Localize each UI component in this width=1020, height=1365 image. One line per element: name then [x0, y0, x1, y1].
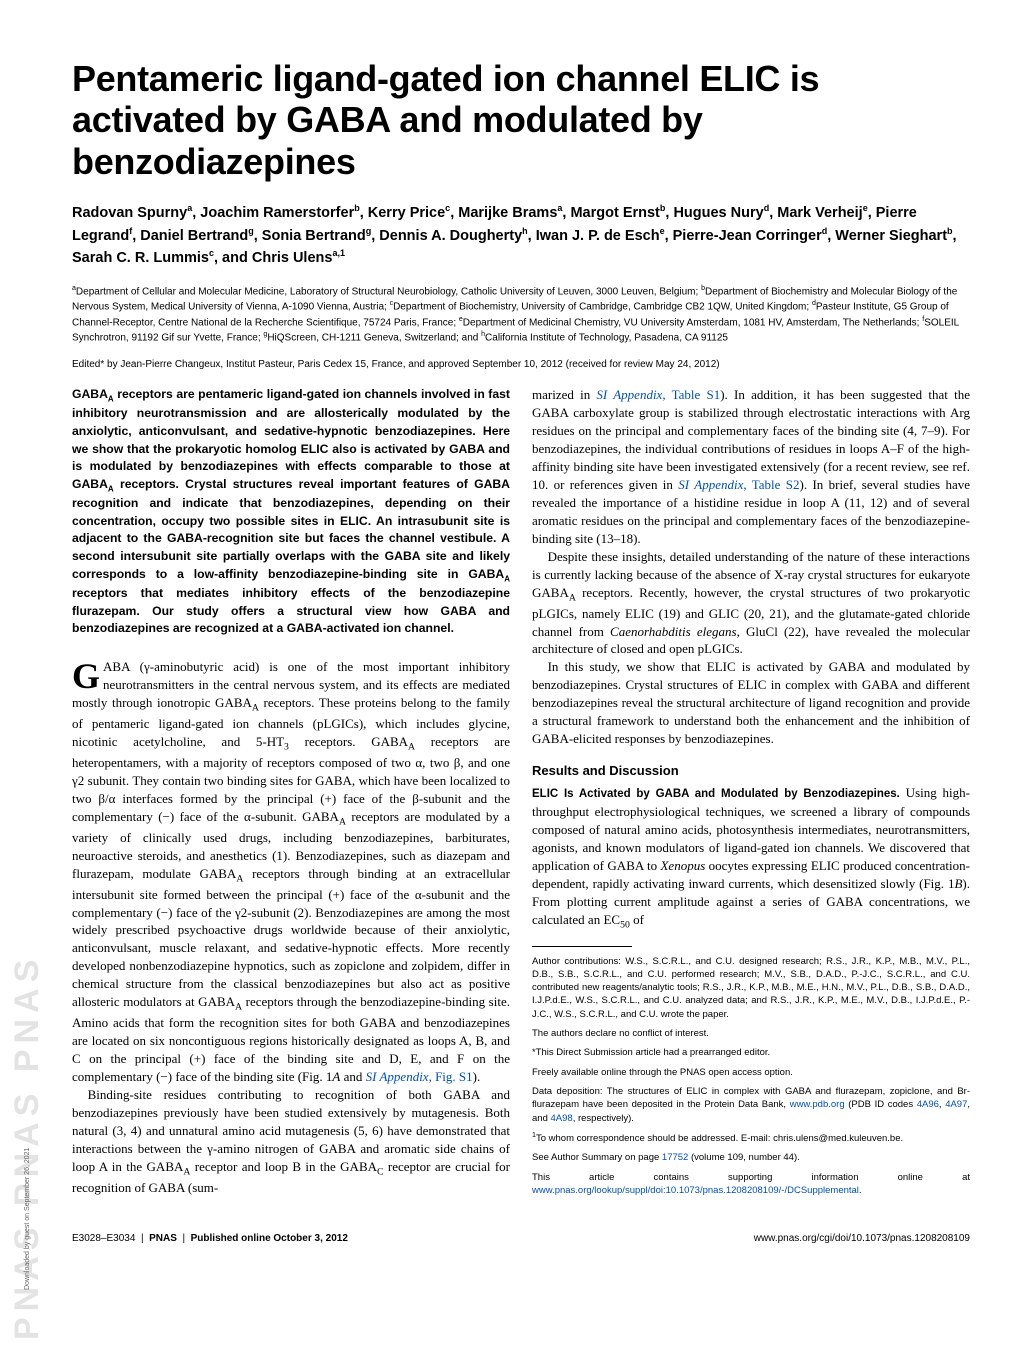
footnote-si: This article contains supporting informa…: [532, 1171, 970, 1198]
subsection-body: Using high-throughput electrophysiologic…: [532, 785, 970, 926]
affiliations: aDepartment of Cellular and Molecular Me…: [72, 284, 970, 345]
footnote-editor: *This Direct Submission article had a pr…: [532, 1046, 970, 1059]
page-footer: E3028–E3034 | PNAS | Published online Oc…: [72, 1227, 970, 1244]
footer-right: www.pnas.org/cgi/doi/10.1073/pnas.120820…: [754, 1233, 970, 1244]
footer-left: E3028–E3034 | PNAS | Published online Oc…: [72, 1233, 348, 1244]
left-body-text: GABA (γ-aminobutyric acid) is one of the…: [72, 658, 510, 1197]
footnote-contributions: Author contributions: W.S., S.C.R.L., an…: [532, 955, 970, 1021]
footnotes-block: Author contributions: W.S., S.C.R.L., an…: [532, 955, 970, 1198]
footnote-conflict: The authors declare no conflict of inter…: [532, 1027, 970, 1040]
right-column: marized in SI Appendix, Table S1). In ad…: [532, 386, 970, 1203]
footnote-author-summary: See Author Summary on page 17752 (volume…: [532, 1151, 970, 1164]
right-body-subsection: ELIC Is Activated by GABA and Modulated …: [532, 784, 970, 932]
abstract: GABAA receptors are pentameric ligand-ga…: [72, 386, 510, 638]
right-body-top: marized in SI Appendix, Table S1). In ad…: [532, 386, 970, 748]
edited-by-line: Edited* by Jean-Pierre Changeux, Institu…: [72, 359, 970, 370]
left-column: GABAA receptors are pentameric ligand-ga…: [72, 386, 510, 1203]
pnas-brand-sidebar: PNAS PNAS PNAS: [0, 0, 42, 1365]
subsection-header: ELIC Is Activated by GABA and Modulated …: [532, 788, 900, 800]
results-discussion-header: Results and Discussion: [532, 762, 970, 780]
page-content: Pentameric ligand-gated ion channel ELIC…: [72, 0, 970, 1203]
author-list: Radovan Spurnya, Joachim Ramerstorferb, …: [72, 202, 970, 270]
footnote-deposition: Data deposition: The structures of ELIC …: [532, 1085, 970, 1125]
footnote-rule: [532, 946, 632, 947]
two-column-body: GABAA receptors are pentameric ligand-ga…: [72, 386, 970, 1203]
footnote-open-access: Freely available online through the PNAS…: [532, 1066, 970, 1079]
download-note: Downloaded by guest on September 26, 202…: [24, 1148, 31, 1290]
pnas-brand-text: PNAS PNAS PNAS: [8, 0, 42, 1340]
article-title: Pentameric ligand-gated ion channel ELIC…: [72, 58, 970, 182]
footnote-correspondence: 1To whom correspondence should be addres…: [532, 1131, 970, 1145]
